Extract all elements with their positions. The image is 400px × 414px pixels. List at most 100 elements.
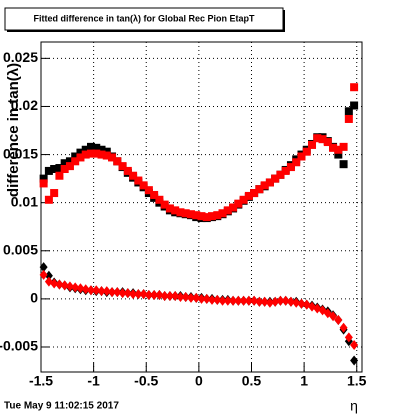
point: [276, 170, 285, 179]
point: [39, 179, 48, 188]
x-axis-label: η: [350, 398, 358, 414]
point: [86, 142, 95, 151]
point: [97, 145, 106, 154]
point: [344, 114, 353, 123]
point: [39, 269, 48, 280]
point: [102, 151, 111, 160]
x-tick-label: -1: [87, 373, 100, 389]
title-box: [4, 7, 284, 31]
point: [192, 211, 201, 220]
point: [229, 295, 238, 306]
point: [92, 285, 101, 296]
point: [197, 212, 206, 221]
plot-frame: [40, 41, 363, 373]
point: [323, 138, 332, 147]
point: [186, 210, 195, 219]
point: [334, 145, 343, 154]
point: [76, 153, 85, 162]
point: [50, 278, 59, 289]
point: [39, 262, 48, 273]
point: [134, 289, 143, 300]
point: [118, 288, 127, 299]
point: [139, 181, 148, 190]
point: [60, 159, 69, 168]
point: [139, 289, 148, 300]
point: [50, 164, 59, 173]
point: [250, 295, 259, 306]
point: [134, 176, 143, 185]
point: [71, 282, 80, 293]
point: [271, 296, 280, 307]
point: [176, 208, 185, 217]
point: [108, 153, 117, 162]
point: [55, 164, 64, 173]
point: [97, 150, 106, 159]
point: [55, 279, 64, 290]
point: [329, 311, 338, 322]
point: [339, 160, 348, 169]
point: [129, 171, 138, 180]
point: [123, 166, 132, 175]
point: [150, 290, 159, 301]
point: [250, 189, 259, 198]
point: [339, 322, 348, 333]
point: [60, 280, 69, 291]
point: [350, 83, 359, 92]
point: [329, 143, 338, 152]
point: [213, 294, 222, 305]
point: [208, 294, 217, 305]
point: [44, 270, 53, 281]
point: [108, 287, 117, 298]
y-tick-label: 0.01: [11, 193, 38, 209]
point: [44, 166, 53, 175]
point: [260, 181, 269, 190]
point: [150, 190, 159, 199]
point: [229, 203, 238, 212]
point: [276, 295, 285, 306]
point: [334, 150, 343, 159]
point: [71, 152, 80, 161]
point: [181, 209, 190, 218]
point: [265, 178, 274, 187]
point: [65, 281, 74, 292]
y-tick-label: 0: [30, 290, 38, 306]
x-tick-label: 0.5: [242, 373, 262, 389]
point: [186, 292, 195, 303]
point: [55, 171, 64, 180]
point: [223, 206, 232, 215]
y-tick-label: 0.025: [3, 49, 38, 65]
point: [171, 206, 180, 215]
point: [160, 200, 169, 209]
point: [71, 157, 80, 166]
point: [81, 150, 90, 159]
point: [181, 291, 190, 302]
point: [286, 296, 295, 307]
point: [76, 148, 85, 157]
point: [302, 147, 311, 156]
point: [129, 289, 138, 300]
point: [265, 297, 274, 308]
x-tick-label: 0: [195, 373, 203, 389]
point: [344, 332, 353, 343]
x-tick-label: 1.5: [347, 373, 367, 389]
point: [260, 296, 269, 307]
point: [65, 162, 74, 171]
point: [244, 295, 253, 306]
point: [165, 204, 174, 213]
x-tick-label: -0.5: [134, 373, 158, 389]
y-tick-label: 0.015: [3, 145, 38, 161]
point: [244, 191, 253, 200]
point: [102, 286, 111, 297]
point: [123, 288, 132, 299]
point: [86, 285, 95, 296]
point: [292, 158, 301, 167]
point: [286, 163, 295, 172]
point: [202, 293, 211, 304]
point: [44, 195, 53, 204]
point: [92, 143, 101, 152]
point: [350, 355, 359, 366]
footer-date: Tue May 9 11:02:15 2017: [4, 401, 119, 412]
point: [97, 286, 106, 297]
